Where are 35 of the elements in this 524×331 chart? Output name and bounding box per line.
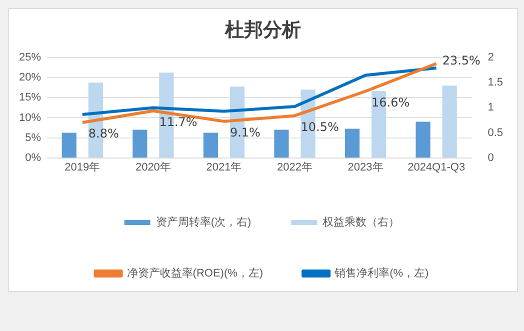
x-tick-label: 2024Q1-Q3 <box>408 161 466 174</box>
data-label: 11.7% <box>159 115 198 130</box>
bar <box>62 132 76 158</box>
legend-label: 销售净利率(%，左) <box>334 266 429 280</box>
legend-label: 资产周转率(次，右) <box>156 216 252 229</box>
x-tick-label: 2021年 <box>206 161 242 174</box>
bar <box>442 86 457 158</box>
y-tick-label: 0% <box>25 152 42 164</box>
y-tick-label: 15% <box>18 92 42 104</box>
data-label: 8.8% <box>88 126 119 141</box>
bar <box>274 130 289 158</box>
y-tick-label: 10% <box>18 112 42 124</box>
y2-tick-label: 2 <box>488 52 494 64</box>
bar <box>203 132 218 158</box>
y2-tick-label: 1.5 <box>488 76 504 89</box>
data-label: 10.5% <box>300 120 339 134</box>
bar <box>132 130 148 158</box>
y2-tick-label: 1 <box>488 102 494 114</box>
y2-tick-label: 0 <box>488 152 494 164</box>
x-tick-label: 2022年 <box>277 161 312 174</box>
bar <box>416 122 430 158</box>
y-tick-label: 5% <box>25 132 42 144</box>
y-tick-label: 20% <box>18 72 42 84</box>
data-label: 23.5% <box>442 54 480 68</box>
bar <box>344 128 360 158</box>
legend-label: 权益乘数（右） <box>322 216 400 229</box>
y2-tick-label: 0.5 <box>488 126 504 139</box>
x-tick-label: 2019年 <box>64 161 100 174</box>
x-tick-label: 2020年 <box>135 161 171 174</box>
chart-title: 杜邦分析 <box>224 18 302 43</box>
y-tick-label: 25% <box>18 52 42 64</box>
data-label: 16.6% <box>372 95 410 110</box>
legend-label: 净资产收益率(ROE)(%，左) <box>126 266 264 280</box>
data-label: 9.1% <box>230 125 260 140</box>
x-tick-label: 2023年 <box>348 161 384 174</box>
